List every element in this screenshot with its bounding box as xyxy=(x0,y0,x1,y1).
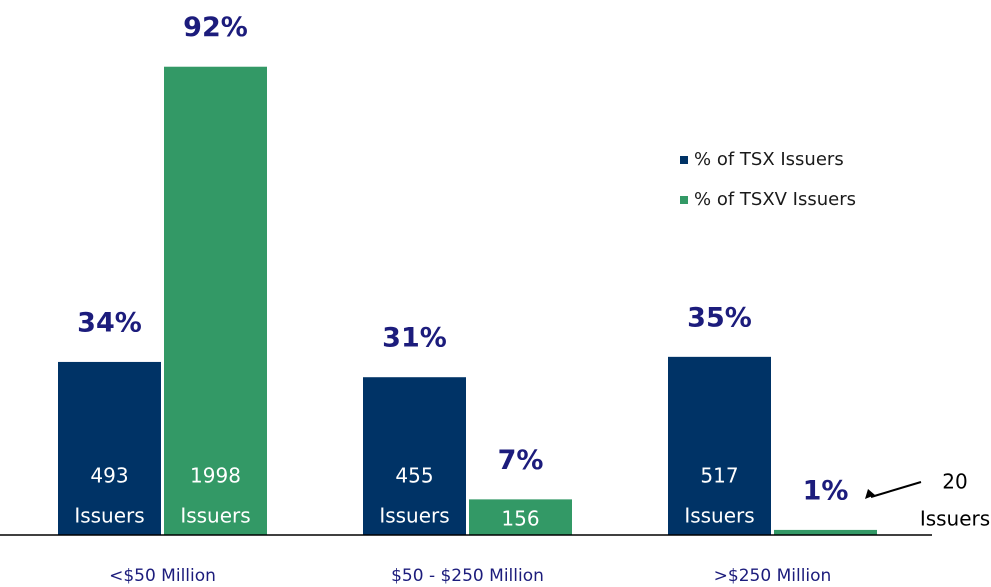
x-tick-label: <$50 Million xyxy=(109,566,216,586)
count-label: 517 xyxy=(700,464,738,488)
x-tick-label: $50 - $250 Million xyxy=(391,566,544,586)
legend-swatch xyxy=(680,156,688,164)
bar xyxy=(469,499,572,535)
value-label: 31% xyxy=(382,323,447,354)
count-label: 455 xyxy=(395,464,433,488)
count-unit: Issuers xyxy=(684,504,754,528)
bar xyxy=(164,66,267,535)
count-label: 20 xyxy=(942,470,967,494)
arrow-head xyxy=(865,489,875,499)
count-label: 1998 xyxy=(190,464,241,488)
count-unit: Issuers xyxy=(180,504,250,528)
bar xyxy=(363,377,466,535)
value-label: 35% xyxy=(687,302,752,333)
count-unit: Issuers xyxy=(920,507,990,531)
x-tick-label: >$250 Million xyxy=(714,566,832,586)
value-label: 1% xyxy=(803,475,849,506)
count-label: 493 xyxy=(90,464,128,488)
count-label: 156 xyxy=(501,507,539,531)
legend-label: % of TSXV Issuers xyxy=(694,189,856,210)
value-label: 92% xyxy=(183,12,248,43)
legend-label: % of TSX Issuers xyxy=(694,149,844,170)
count-unit: Issuers xyxy=(379,504,449,528)
bar xyxy=(58,361,161,535)
bar xyxy=(774,529,877,535)
value-label: 34% xyxy=(77,307,142,338)
value-label: 7% xyxy=(498,445,544,476)
count-unit: Issuers xyxy=(74,504,144,528)
legend-swatch xyxy=(680,196,688,204)
arrow-line xyxy=(870,481,922,498)
bar xyxy=(668,356,771,535)
